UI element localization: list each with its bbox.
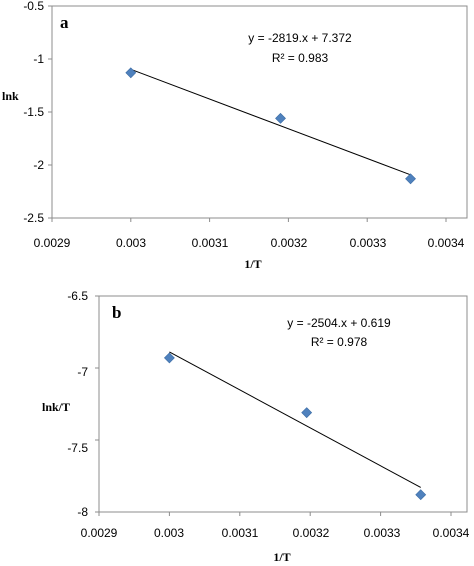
y-tick-label: -0.5: [23, 0, 44, 13]
x-tick-label: 0.0029: [81, 526, 118, 540]
x-tick-label: 0.0034: [433, 526, 470, 540]
y-axis-title-b: lnk/T: [42, 400, 70, 414]
panel-label-b: b: [112, 303, 121, 322]
y-tick-label: -2.5: [23, 211, 44, 225]
plot-marks-b: [95, 295, 452, 516]
y-tick-label: -7.5: [67, 441, 88, 455]
plot-area-b: [98, 295, 468, 513]
y-tick-label: -2: [33, 158, 44, 172]
data-point-a: [405, 173, 416, 185]
data-point-b: [301, 407, 313, 419]
data-point-a: [275, 112, 286, 124]
x-tick-label: 0.003: [154, 526, 184, 540]
x-tick-label: 0.0029: [34, 236, 71, 250]
y-tick-label: -7: [77, 365, 88, 379]
y-tick-label: -1: [33, 52, 44, 66]
x-tick-labels-b: 0.0029 0.003 0.0031 0.0032 0.0033 0.0034: [81, 526, 470, 540]
x-axis-title-b: 1/T: [273, 550, 290, 564]
x-tick-label: 0.0033: [364, 526, 401, 540]
trendline-a: [130, 68, 411, 176]
y-tick-labels-a: -0.5 -1 -1.5 -2 -2.5: [23, 0, 44, 225]
x-tick-label: 0.0033: [350, 236, 387, 250]
y-tick-label: -8: [77, 505, 88, 519]
r-squared-a: R² = 0.983: [272, 51, 329, 65]
x-tick-label: 0.0031: [222, 526, 259, 540]
data-point-b: [163, 352, 175, 364]
chart-panel-a: a -0.5 -1 -1.5 -2 -2.5 0.0029 0.003 0.00…: [2, 0, 468, 271]
panel-label-a: a: [60, 13, 69, 32]
chart-panel-b: b -6.5 -7 -7.5 -8 0.0029 0.003 0.0031 0.…: [42, 289, 470, 564]
x-tick-labels-a: 0.0029 0.003 0.0031 0.0032 0.0033 0.0034: [34, 236, 465, 250]
trendline-equation-a: y = -2819.x + 7.372: [248, 31, 352, 45]
y-tick-labels-b: -6.5 -7 -7.5 -8: [67, 289, 88, 519]
y-axis-title-a: lnk: [2, 89, 19, 103]
trendline-b: [169, 351, 421, 488]
x-axis-title-a: 1/T: [244, 257, 261, 271]
y-tick-label: -1.5: [23, 105, 44, 119]
y-tick-label: -6.5: [67, 289, 88, 303]
data-point-a: [125, 67, 137, 79]
x-tick-label: 0.0034: [428, 236, 465, 250]
x-tick-label: 0.0032: [293, 526, 330, 540]
x-tick-label: 0.003: [116, 236, 146, 250]
data-point-b: [415, 489, 427, 501]
plot-marks-a: [48, 5, 447, 222]
x-tick-label: 0.0031: [192, 236, 229, 250]
r-squared-b: R² = 0.978: [311, 335, 368, 349]
plot-area-a: [51, 5, 468, 219]
trendline-equation-b: y = -2504.x + 0.619: [287, 316, 391, 330]
x-tick-label: 0.0032: [271, 236, 308, 250]
